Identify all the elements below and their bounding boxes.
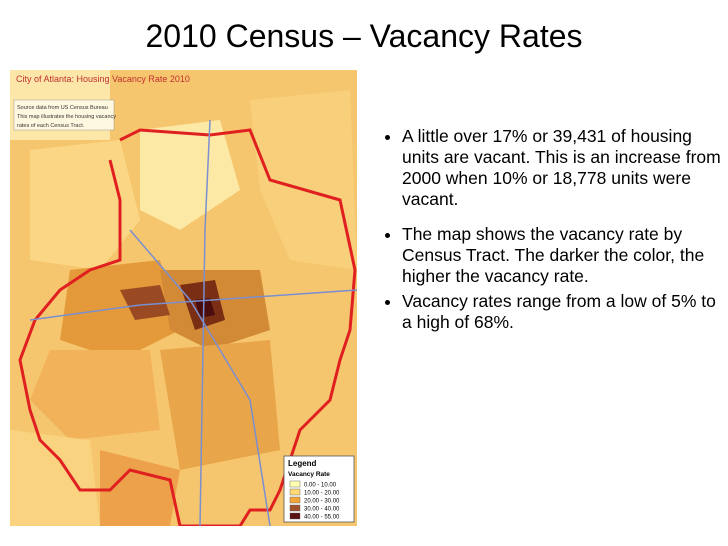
map-note: rates of each Census Tract. — [17, 123, 85, 129]
legend-title: Legend — [288, 459, 317, 468]
highway — [129, 229, 271, 526]
map-area — [60, 260, 180, 360]
legend-swatch — [289, 480, 301, 488]
legend-swatch — [289, 488, 301, 496]
highway — [29, 289, 357, 321]
legend-label: 0.00 - 10.00 — [304, 483, 337, 489]
slide-title: 2010 Census – Vacancy Rates — [145, 18, 583, 54]
legend-label: 10.00 - 20.00 — [304, 491, 340, 497]
legend-items: 0.00 - 10.00 10.00 - 20.00 20.00 - 30.00 30… — [289, 480, 340, 521]
map-area — [250, 90, 357, 270]
legend-swatch — [289, 504, 301, 512]
legend-label: 20.00 - 30.00 — [304, 499, 340, 505]
legend-subtitle: Vacancy Rate — [288, 471, 330, 478]
legend-swatch — [289, 512, 301, 520]
map-area — [195, 298, 215, 318]
bullet: A little over 17% or 39,431 of housing u… — [402, 126, 722, 210]
bullet: The map shows the vacancy rate by Census… — [402, 224, 722, 287]
map-note: Source data from US Census Bureau — [17, 105, 108, 111]
map-area — [100, 450, 180, 526]
map-area — [30, 350, 160, 440]
legend-label: 30.00 - 40.00 — [304, 507, 340, 513]
bullet: Vacancy rates range from a low of 5% to … — [402, 291, 722, 333]
map-notes: Source data from US Census Bureau This ma… — [17, 105, 116, 129]
map-note: This map illustrates the housing vacancy — [17, 114, 116, 120]
map-area — [140, 120, 240, 230]
legend-label: 40.00 - 55.00 — [304, 515, 340, 521]
bullet-list: A little over 17% or 39,431 of housing u… — [378, 126, 722, 347]
map-title: City of Atlanta: Housing Vacancy Rate 20… — [16, 74, 190, 84]
highway — [199, 119, 211, 526]
map: City of Atlanta: Housing Vacancy Rate 20… — [10, 70, 357, 526]
map-area — [10, 430, 100, 526]
city-boundary — [18, 128, 357, 526]
map-area — [160, 340, 280, 470]
map-note-box — [13, 99, 115, 131]
legend-swatch — [289, 496, 301, 504]
map-area — [120, 285, 170, 320]
